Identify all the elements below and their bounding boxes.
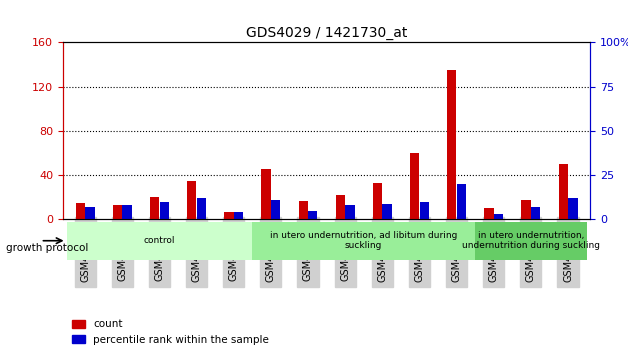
Bar	[494, 214, 503, 219]
Bar	[345, 205, 355, 219]
Bar	[160, 202, 169, 219]
Bar	[382, 204, 392, 219]
Bar	[531, 207, 540, 219]
Bar	[113, 205, 122, 219]
Bar	[373, 183, 382, 219]
Legend: count, percentile rank within the sample: count, percentile rank within the sample	[68, 315, 273, 349]
Bar	[447, 70, 457, 219]
Bar	[271, 200, 280, 219]
Text: control: control	[144, 236, 175, 245]
Bar	[85, 207, 95, 219]
Text: in utero undernutrition, ad libitum during
suckling: in utero undernutrition, ad libitum duri…	[270, 231, 457, 250]
FancyBboxPatch shape	[475, 222, 587, 260]
Bar	[150, 198, 160, 219]
Bar	[558, 164, 568, 219]
Bar	[122, 205, 132, 219]
Bar	[197, 198, 206, 219]
FancyBboxPatch shape	[252, 222, 475, 260]
Bar	[308, 211, 318, 219]
Bar	[187, 181, 197, 219]
Bar	[484, 209, 494, 219]
FancyBboxPatch shape	[67, 222, 252, 260]
Text: in utero undernutrition,
undernutrition during suckling: in utero undernutrition, undernutrition …	[462, 231, 600, 250]
Bar	[75, 203, 85, 219]
Bar	[521, 200, 531, 219]
Bar	[224, 212, 234, 219]
Bar	[261, 169, 271, 219]
Bar	[457, 184, 466, 219]
Title: GDS4029 / 1421730_at: GDS4029 / 1421730_at	[246, 26, 407, 40]
Bar	[568, 198, 578, 219]
Bar	[420, 202, 429, 219]
Text: growth protocol: growth protocol	[6, 243, 89, 253]
Bar	[234, 212, 243, 219]
Bar	[298, 201, 308, 219]
Bar	[410, 153, 420, 219]
Bar	[335, 195, 345, 219]
